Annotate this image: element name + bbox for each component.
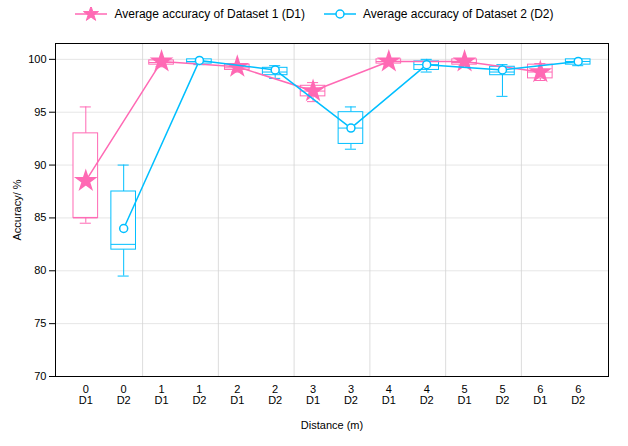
svg-text:Accuracy/ %: Accuracy/ %	[11, 179, 23, 240]
svg-text:0D2: 0D2	[117, 383, 131, 406]
svg-text:95: 95	[34, 106, 46, 118]
svg-text:70: 70	[34, 370, 46, 382]
svg-text:6D1: 6D1	[533, 383, 547, 406]
svg-text:5D2: 5D2	[495, 383, 509, 406]
svg-text:75: 75	[34, 317, 46, 329]
svg-text:3D1: 3D1	[306, 383, 320, 406]
svg-text:1D1: 1D1	[155, 383, 169, 406]
svg-text:0D1: 0D1	[79, 383, 93, 406]
svg-text:85: 85	[34, 211, 46, 223]
svg-text:100: 100	[28, 53, 46, 65]
svg-text:3D2: 3D2	[344, 383, 358, 406]
svg-text:1D2: 1D2	[192, 383, 206, 406]
svg-text:2D2: 2D2	[268, 383, 282, 406]
svg-text:90: 90	[34, 159, 46, 171]
html-text:Average accuracy of Dataset 2: Average accuracy of Dataset 2 (D2)	[363, 7, 554, 21]
svg-text:6D2: 6D2	[571, 383, 585, 406]
svg-text:4D1: 4D1	[382, 383, 396, 406]
svg-text:Distance (m): Distance (m)	[301, 419, 363, 431]
svg-text:2D1: 2D1	[230, 383, 244, 406]
svg-text:4D2: 4D2	[420, 383, 434, 406]
svg-text:5D1: 5D1	[458, 383, 472, 406]
html-text:Average accuracy of Dataset 1: Average accuracy of Dataset 1 (D1)	[114, 7, 305, 21]
svg-text:80: 80	[34, 264, 46, 276]
